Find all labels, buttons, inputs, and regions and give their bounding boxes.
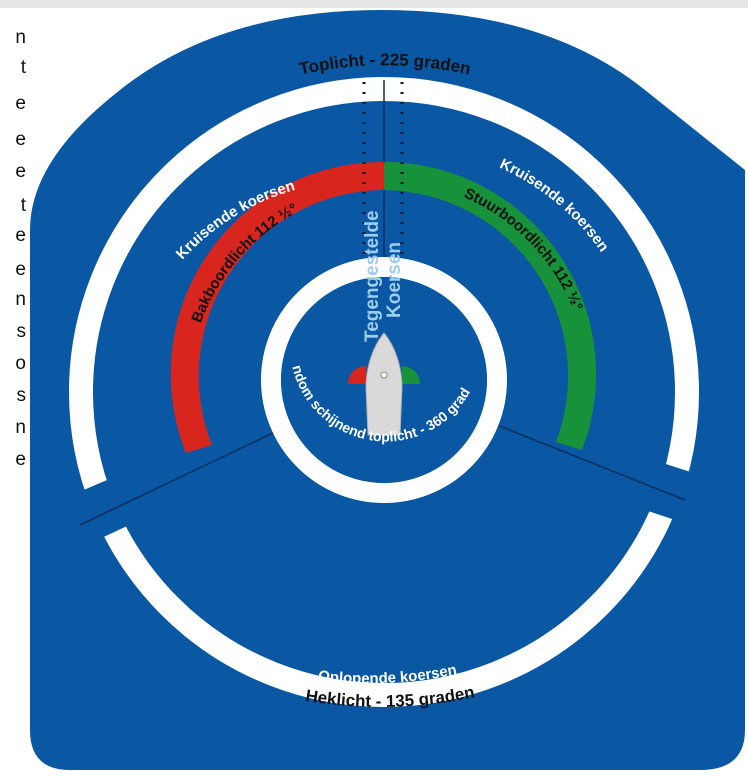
side-text-fragment: s	[16, 385, 27, 406]
side-text-fragment: s	[16, 321, 27, 342]
side-text-fragment: e	[15, 225, 26, 246]
right-blue-bar	[480, 410, 700, 525]
side-text-fragment: t	[20, 57, 26, 78]
boat-masthead-light	[380, 371, 388, 379]
starboard-light-arc	[384, 161, 597, 450]
side-text-fragment: e	[15, 93, 26, 114]
side-text-fragment: n	[15, 289, 26, 310]
side-text-fragment: o	[15, 353, 26, 374]
small-red-light	[348, 366, 366, 384]
inner-white-ring	[261, 257, 507, 503]
side-text-fragment: e	[15, 129, 26, 150]
top-bar	[0, 0, 748, 8]
small-green-light	[402, 366, 420, 384]
port-light-arc	[170, 161, 384, 454]
side-text-fragment: e	[15, 161, 26, 182]
side-text-fragment: n	[15, 417, 26, 438]
side-text-fragment: e	[15, 449, 26, 470]
side-text-fragment: n	[15, 27, 26, 48]
side-text-fragment: t	[20, 195, 26, 216]
side-text-fragment: e	[15, 259, 26, 280]
tegengestelde-label: Tegengestelde	[362, 210, 383, 342]
boat-shape	[365, 332, 403, 436]
koersen-label: Koersen	[384, 242, 405, 318]
